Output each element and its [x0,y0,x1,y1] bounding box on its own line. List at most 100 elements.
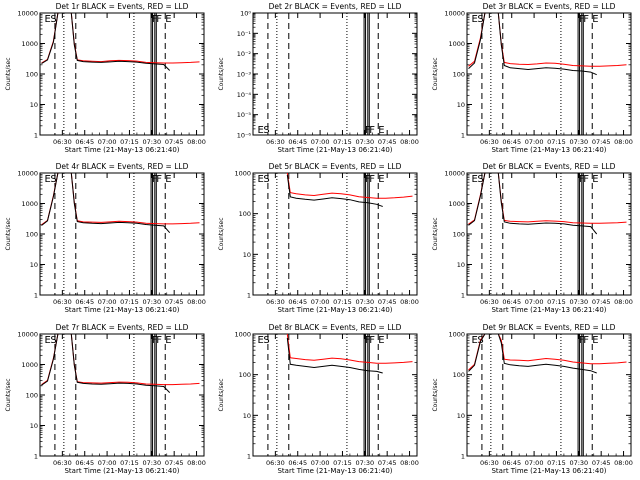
panel-title: Det 5r BLACK = Events, RED = LLD [269,162,402,171]
x-tick-label: 06:45 [75,298,94,306]
x-tick-label: 06:45 [288,298,307,306]
x-tick-label: 07:00 [311,459,330,467]
x-axis-label: Start Time (21-May-13 06:21:40) [277,306,392,314]
x-tick-label: 06:45 [288,138,307,146]
event-marker-e: E [257,125,263,136]
y-axis-label: Counts/sec [5,57,12,90]
event-marker-e: E [471,335,477,346]
detector-panel-2: Det 2r BLACK = Events, RED = LLD 10⁻⁶ 10⁻⁵… [218,2,419,154]
y-tick-label: 1 [34,453,38,461]
y-tick-label: 10⁻⁶ [237,132,252,140]
x-tick-label: 07:45 [592,298,611,306]
event-marker-e: E [44,14,50,25]
x-tick-label: 07:45 [378,298,397,306]
event-marker-e: E [165,14,171,25]
y-tick-label: 10⁰ [240,10,251,18]
y-tick-label: 10⁻³ [237,71,252,79]
y-axis-label: Counts/sec [218,378,225,411]
x-tick-label: 06:45 [75,138,94,146]
plot-frame [252,333,418,457]
event-marker-e: E [44,335,50,346]
x-tick-label: 07:15 [120,298,139,306]
panel-title: Det 6r BLACK = Events, RED = LLD [483,162,616,171]
event-marker-f: F [369,335,375,346]
x-tick-label: 07:45 [378,138,397,146]
x-tick-label: 07:00 [525,138,544,146]
event-marker-f: F [365,174,371,185]
detector-panel-7: Det 7r BLACK = Events, RED = LLD 1 10 100 10… [5,323,206,475]
y-tick-label: 1000 [21,361,38,369]
y-tick-label: 1000 [234,331,251,339]
y-tick-label: 10⁻¹ [237,30,252,38]
x-tick-label: 08:00 [614,298,633,306]
series-lld [468,173,627,225]
panel-title: Det 4r BLACK = Events, RED = LLD [56,162,189,171]
y-tick-label: 10000 [17,10,38,18]
y-tick-label: 10⁻² [237,50,252,58]
plot-frame [39,12,205,136]
event-marker-s: S [50,174,56,185]
event-marker-s: S [477,14,483,25]
y-tick-label: 10 [30,101,38,109]
series-events [286,174,383,207]
event-marker-e: E [471,14,477,25]
x-tick-label: 07:30 [569,298,588,306]
x-tick-label: 07:15 [547,138,566,146]
y-tick-label: 10 [457,101,465,109]
y-tick-label: 1 [34,292,38,300]
x-tick-label: 07:45 [165,459,184,467]
event-marker-e: E [592,14,598,25]
event-marker-f: F [583,14,589,25]
y-tick-label: 1 [461,292,465,300]
panel-title: Det 7r BLACK = Events, RED = LLD [56,323,189,332]
event-marker-e: E [378,125,384,136]
y-tick-label: 1 [247,453,251,461]
event-marker-e: E [44,174,50,185]
x-axis-label: Start Time (21-May-13 06:21:40) [491,306,606,314]
plot-frame [39,333,205,457]
detector-panel-8: Det 8r BLACK = Events, RED = LLD 1 10 100 10… [218,323,419,475]
event-marker-s: S [263,174,269,185]
x-tick-label: 07:15 [547,459,566,467]
x-tick-label: 07:45 [592,138,611,146]
detector-panel-6: Det 6r BLACK = Events, RED = LLD 1 10 100 10… [432,162,633,314]
y-tick-label: 10 [30,261,38,269]
series-events [286,337,383,374]
x-tick-label: 07:00 [525,298,544,306]
x-tick-label: 08:00 [400,298,419,306]
event-marker-f: F [152,174,158,185]
plot-frame [466,172,632,296]
series-events [468,334,597,374]
event-marker-f: F [579,174,585,185]
y-tick-label: 1000 [21,40,38,48]
detector-panel-3: Det 3r BLACK = Events, RED = LLD 1 10 100 10… [432,2,633,154]
event-marker-f: F [583,335,589,346]
panel-title: Det 2r BLACK = Events, RED = LLD [269,2,402,11]
x-tick-label: 06:30 [266,138,285,146]
panel-title: Det 3r BLACK = Events, RED = LLD [483,2,616,11]
x-tick-label: 07:30 [569,459,588,467]
y-tick-label: 1 [461,453,465,461]
plot-frame [252,172,418,296]
plot-frame [466,333,632,457]
x-tick-label: 07:30 [569,138,588,146]
event-marker-f: F [156,335,162,346]
y-axis-label: Counts/sec [432,378,439,411]
x-tick-label: 08:00 [187,138,206,146]
x-tick-label: 07:15 [547,298,566,306]
x-tick-label: 07:30 [142,138,161,146]
event-marker-e: E [257,174,263,185]
event-marker-f: F [156,14,162,25]
x-axis-label: Start Time (21-May-13 06:21:40) [64,146,179,154]
y-tick-label: 10000 [17,331,38,339]
detector-panel-5: Det 5r BLACK = Events, RED = LLD 1 10 100 10… [218,162,419,314]
event-marker-f: F [579,335,585,346]
x-tick-label: 07:00 [98,459,117,467]
y-tick-label: 1000 [21,200,38,208]
x-tick-label: 06:30 [53,298,72,306]
x-tick-label: 08:00 [400,138,419,146]
x-tick-label: 07:00 [525,459,544,467]
y-tick-label: 10 [243,412,251,420]
series-events [468,13,597,76]
